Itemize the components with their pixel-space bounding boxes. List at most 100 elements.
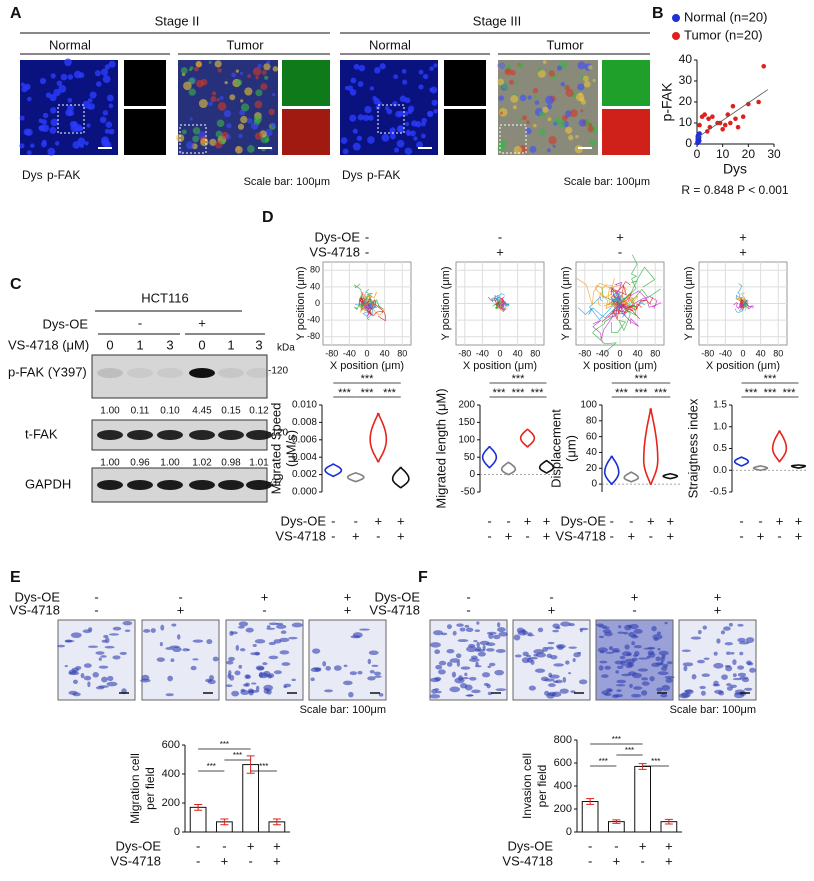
cell [703, 657, 710, 661]
nucleus [430, 86, 438, 94]
cell [260, 83, 268, 91]
condition: + [352, 528, 360, 543]
condition: - [354, 513, 358, 528]
legend-label: Tumor (n=20) [684, 27, 763, 42]
cell [625, 662, 633, 669]
cell [83, 675, 92, 681]
cell [429, 694, 441, 699]
cell [244, 87, 253, 96]
y-axis-label: per field [535, 765, 549, 808]
cell [641, 690, 648, 696]
nucleus [105, 121, 113, 128]
cell [438, 669, 446, 675]
violin [369, 412, 388, 463]
nucleus [374, 67, 381, 74]
cell [641, 681, 650, 686]
condition: + [757, 528, 765, 543]
cell [560, 82, 566, 87]
cell [497, 627, 506, 633]
cell [604, 692, 612, 697]
cell [207, 679, 216, 685]
cell [553, 663, 564, 667]
violin [642, 408, 659, 485]
cell [538, 128, 547, 136]
cell [214, 60, 222, 68]
cell [660, 693, 668, 698]
track [611, 291, 626, 318]
cell [215, 130, 223, 138]
band [97, 480, 123, 490]
nucleus [73, 70, 82, 79]
nucleus [64, 58, 72, 67]
cell [713, 680, 719, 687]
condition: - [365, 244, 369, 259]
cell [621, 673, 632, 677]
cell [726, 683, 732, 687]
quant: 1.02 [192, 458, 212, 469]
cell [641, 677, 649, 681]
track [362, 292, 372, 304]
cell [167, 675, 174, 682]
violin [500, 461, 517, 476]
cell [476, 641, 480, 647]
cell [449, 686, 461, 693]
cell [547, 117, 552, 122]
cell [638, 657, 648, 660]
condition: + [714, 602, 722, 617]
nucleus [41, 119, 48, 125]
quant: 0.10 [160, 406, 180, 417]
cell [256, 666, 265, 671]
nucleus [56, 80, 63, 87]
condition: + [627, 528, 635, 543]
nucleus [403, 111, 409, 117]
track [734, 300, 749, 313]
cell [557, 119, 566, 128]
condition: - [262, 602, 266, 617]
violin [324, 463, 343, 478]
cell [268, 655, 279, 660]
row-name: p-FAK (Y397) [8, 364, 87, 379]
cell [651, 662, 661, 667]
cell [357, 670, 363, 675]
panel-label: A [10, 5, 22, 22]
nucleus [19, 115, 25, 121]
nucleus [104, 64, 111, 70]
cell [681, 649, 691, 653]
bar [242, 764, 259, 833]
cell [268, 641, 276, 646]
cell [465, 694, 474, 697]
nucleus [384, 106, 390, 111]
track [354, 283, 368, 308]
y-tick-label: -0.5 [710, 487, 728, 498]
cell [237, 625, 245, 629]
quant: 1.00 [160, 458, 180, 469]
condition: + [198, 315, 206, 330]
y-tick-label: 0.5 [713, 443, 727, 454]
cell [713, 651, 718, 656]
y-tick-label: 60 [586, 431, 598, 442]
cell [548, 70, 555, 77]
cell [578, 119, 587, 127]
condition: - [466, 602, 470, 617]
cell [471, 689, 481, 694]
track [491, 297, 501, 304]
cell [103, 634, 109, 639]
cell [666, 661, 673, 665]
cell [237, 123, 245, 130]
cell [497, 145, 505, 153]
significance: *** [745, 387, 759, 399]
cell [180, 67, 188, 74]
band [189, 480, 215, 490]
cell [235, 644, 240, 651]
cell [367, 658, 372, 665]
cell [108, 633, 120, 636]
y-tick-label: 0.004 [292, 452, 317, 463]
condition: + [221, 853, 229, 868]
cell [616, 665, 624, 669]
cell [552, 144, 556, 148]
condition: - [498, 229, 502, 244]
nucleus [358, 64, 366, 72]
nucleus [19, 143, 25, 149]
significance: *** [635, 373, 649, 385]
y-tick-label: 20 [586, 463, 598, 474]
